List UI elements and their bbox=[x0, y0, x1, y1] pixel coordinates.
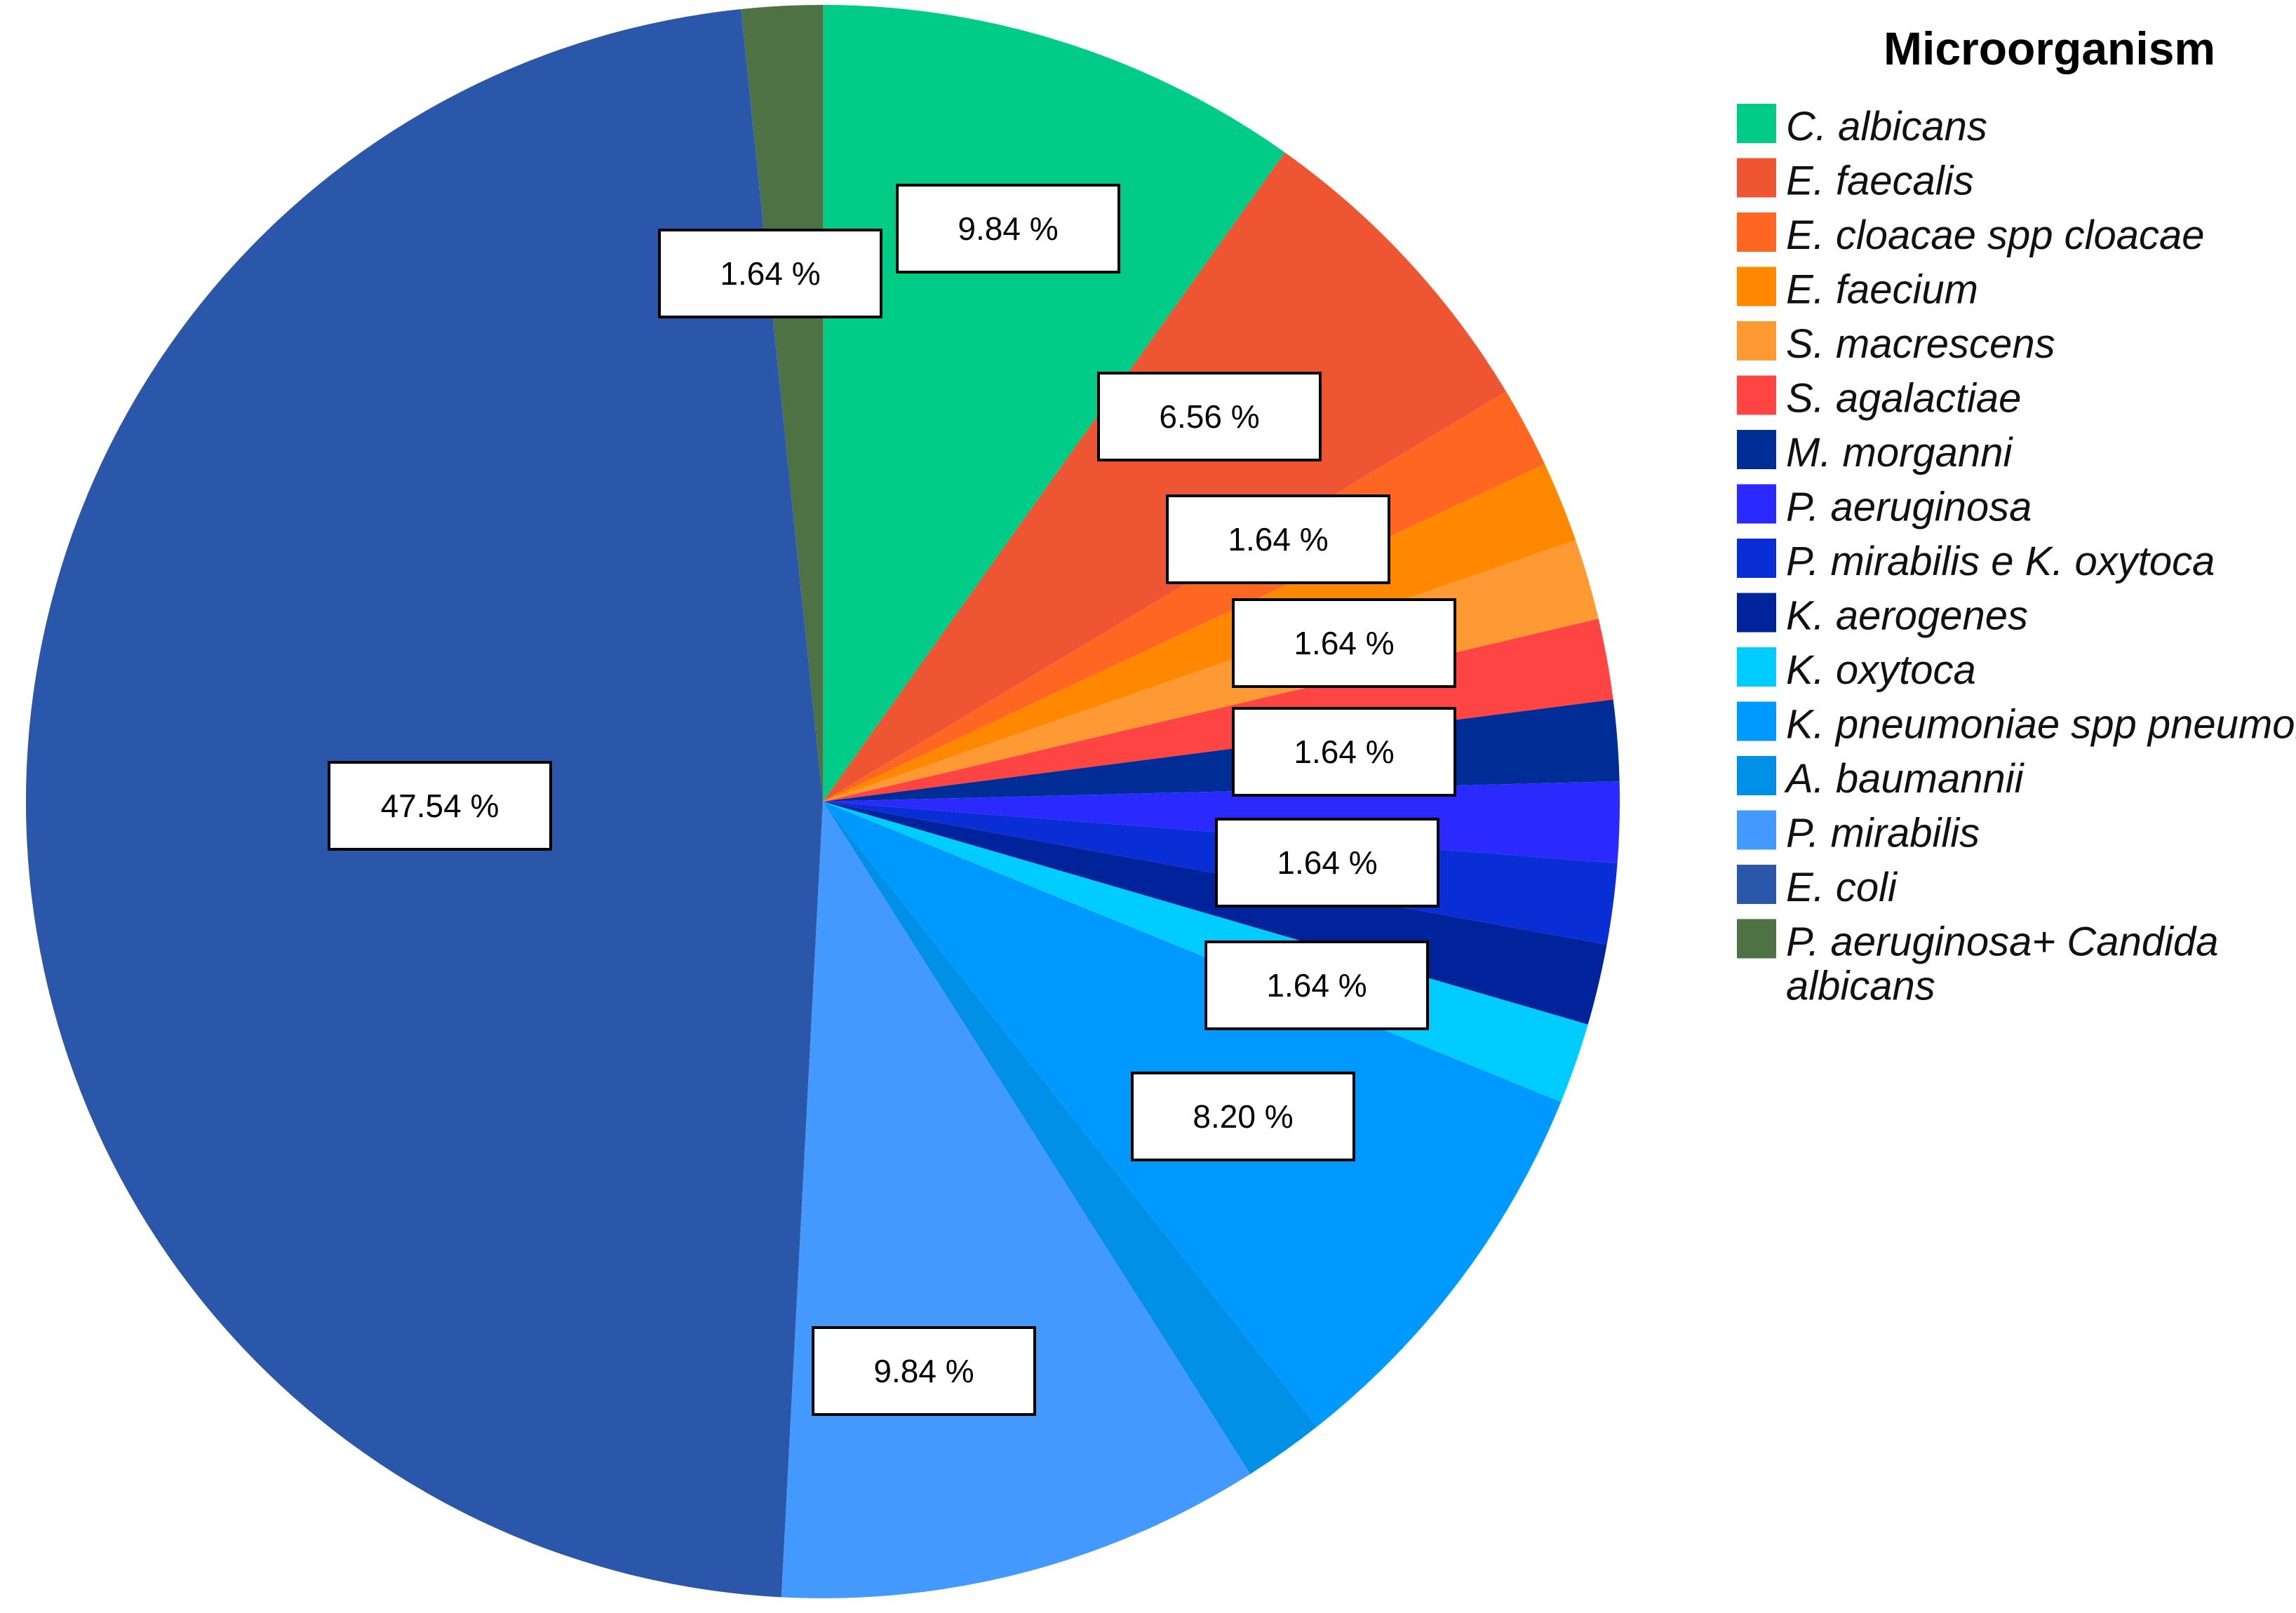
pie-slice bbox=[823, 802, 1317, 1474]
legend-swatch bbox=[1737, 158, 1776, 198]
legend-swatch bbox=[1737, 865, 1776, 904]
data-label-box bbox=[1215, 818, 1439, 907]
legend-item: P. mirabilis bbox=[1737, 810, 1980, 856]
data-label: 1.64 % bbox=[1215, 818, 1439, 907]
data-label: 6.56 % bbox=[1097, 372, 1322, 461]
legend-item: K. oxytoca bbox=[1737, 647, 1976, 693]
data-label: 1.64 % bbox=[1232, 707, 1456, 797]
legend-item: A. baumannii bbox=[1737, 756, 2025, 802]
legend-swatch bbox=[1737, 593, 1776, 633]
data-label-box bbox=[658, 229, 882, 318]
pie-slice bbox=[741, 4, 823, 802]
legend-label: S. macrescens bbox=[1786, 321, 2055, 367]
data-label-box bbox=[1204, 940, 1429, 1030]
legend-item: E. faecium bbox=[1737, 266, 1978, 313]
legend-swatch bbox=[1737, 539, 1776, 578]
legend-label: A. baumannii bbox=[1784, 756, 2025, 802]
legend-label: P. aeruginosa bbox=[1786, 485, 2032, 530]
data-label-text: 1.64 % bbox=[720, 255, 820, 292]
legend-swatch bbox=[1737, 484, 1776, 524]
data-label-text: 8.20 % bbox=[1193, 1098, 1293, 1135]
legend-item: P. aeruginosa bbox=[1737, 484, 2032, 530]
legend-swatch bbox=[1737, 266, 1776, 306]
legend-label: P. mirabilis bbox=[1786, 811, 1980, 856]
legend-item: C. albicans bbox=[1737, 104, 1987, 149]
data-label-box bbox=[1097, 372, 1322, 461]
data-label-box bbox=[1166, 494, 1390, 584]
data-label-box bbox=[1232, 707, 1456, 797]
slice-labels: 9.84 % 6.56 % 1.64 % 1.64 % 1.64 % 1.64 % 1.64… bbox=[328, 184, 1456, 1416]
data-label: 9.84 % bbox=[812, 1326, 1036, 1416]
data-label-box bbox=[812, 1326, 1036, 1416]
data-label-text: 47.54 % bbox=[381, 788, 499, 824]
legend-title: Microorganism bbox=[1884, 22, 2215, 74]
legend-item: P. mirabilis e K. oxytoca bbox=[1737, 539, 2215, 584]
data-label: 9.84 % bbox=[896, 184, 1120, 274]
legend-label: S. agalactiae bbox=[1786, 376, 2021, 421]
legend-label: P. mirabilis e K. oxytoca bbox=[1786, 539, 2215, 584]
data-label: 1.64 % bbox=[658, 229, 882, 318]
pie-slice bbox=[823, 152, 1507, 802]
legend-label: K. aerogenes bbox=[1786, 593, 2028, 639]
pie-slice bbox=[823, 391, 1545, 802]
legend-item: E. coli bbox=[1737, 865, 1898, 910]
data-label-text: 1.64 % bbox=[1266, 967, 1367, 1004]
data-label: 1.64 % bbox=[1204, 940, 1429, 1030]
legend-swatch bbox=[1737, 919, 1776, 959]
legend-swatch bbox=[1737, 756, 1776, 795]
data-label-text: 1.64 % bbox=[1277, 844, 1377, 881]
legend-item: K. aerogenes bbox=[1737, 593, 2028, 639]
data-label-text: 1.64 % bbox=[1294, 625, 1394, 661]
legend-swatch bbox=[1737, 430, 1776, 469]
data-label: 8.20 % bbox=[1131, 1072, 1355, 1161]
data-label: 47.54 % bbox=[328, 761, 552, 851]
legend-swatch bbox=[1737, 647, 1776, 687]
legend-item: S. macrescens bbox=[1737, 321, 2055, 367]
legend-label: E. cloacae spp cloacae bbox=[1786, 212, 2204, 258]
legend-item: E. cloacae spp cloacae bbox=[1737, 212, 2204, 258]
data-label-text: 1.64 % bbox=[1228, 521, 1328, 558]
legend-item: S. agalactiae bbox=[1737, 375, 2021, 421]
data-label-box bbox=[1232, 598, 1456, 688]
legend-item: K. pneumoniae spp pneumoniae bbox=[1737, 701, 2296, 748]
legend-label: M. morganni bbox=[1786, 430, 2013, 475]
legend-item: M. morganni bbox=[1737, 430, 2013, 475]
legend-swatch bbox=[1737, 375, 1776, 415]
legend-label: E. faecium bbox=[1786, 267, 1978, 313]
legend-label: C. albicans bbox=[1786, 104, 1987, 149]
data-label-box bbox=[1131, 1072, 1355, 1161]
legend-items: C. albicans E. faecalis E. cloacae spp clo… bbox=[1737, 104, 2296, 1009]
data-label-text: 6.56 % bbox=[1159, 398, 1259, 435]
legend-item: E. faecalis bbox=[1737, 158, 1974, 204]
data-label-box bbox=[328, 761, 552, 851]
legend-label: P. aeruginosa+ Candida albicans bbox=[1786, 919, 2218, 1009]
legend-label: E. faecalis bbox=[1786, 158, 1974, 204]
data-label-text: 9.84 % bbox=[958, 210, 1058, 247]
legend-swatch bbox=[1737, 701, 1776, 741]
data-label-box bbox=[896, 184, 1120, 274]
legend-swatch bbox=[1737, 104, 1776, 143]
legend-swatch bbox=[1737, 212, 1776, 252]
data-label: 1.64 % bbox=[1166, 494, 1390, 584]
legend: Microorganism C. albicans E. faecalis E. c… bbox=[1737, 22, 2296, 1009]
data-label-text: 9.84 % bbox=[873, 1353, 974, 1389]
legend-item: P. aeruginosa+ Candida albicans bbox=[1737, 919, 2218, 1009]
legend-swatch bbox=[1737, 321, 1776, 360]
legend-label: K. oxytoca bbox=[1786, 647, 1976, 693]
data-label: 1.64 % bbox=[1232, 598, 1456, 688]
data-label-text: 1.64 % bbox=[1294, 734, 1394, 770]
legend-label: K. pneumoniae spp pneumoniae bbox=[1786, 702, 2296, 748]
legend-label: E. coli bbox=[1786, 865, 1898, 910]
legend-swatch bbox=[1737, 810, 1776, 850]
